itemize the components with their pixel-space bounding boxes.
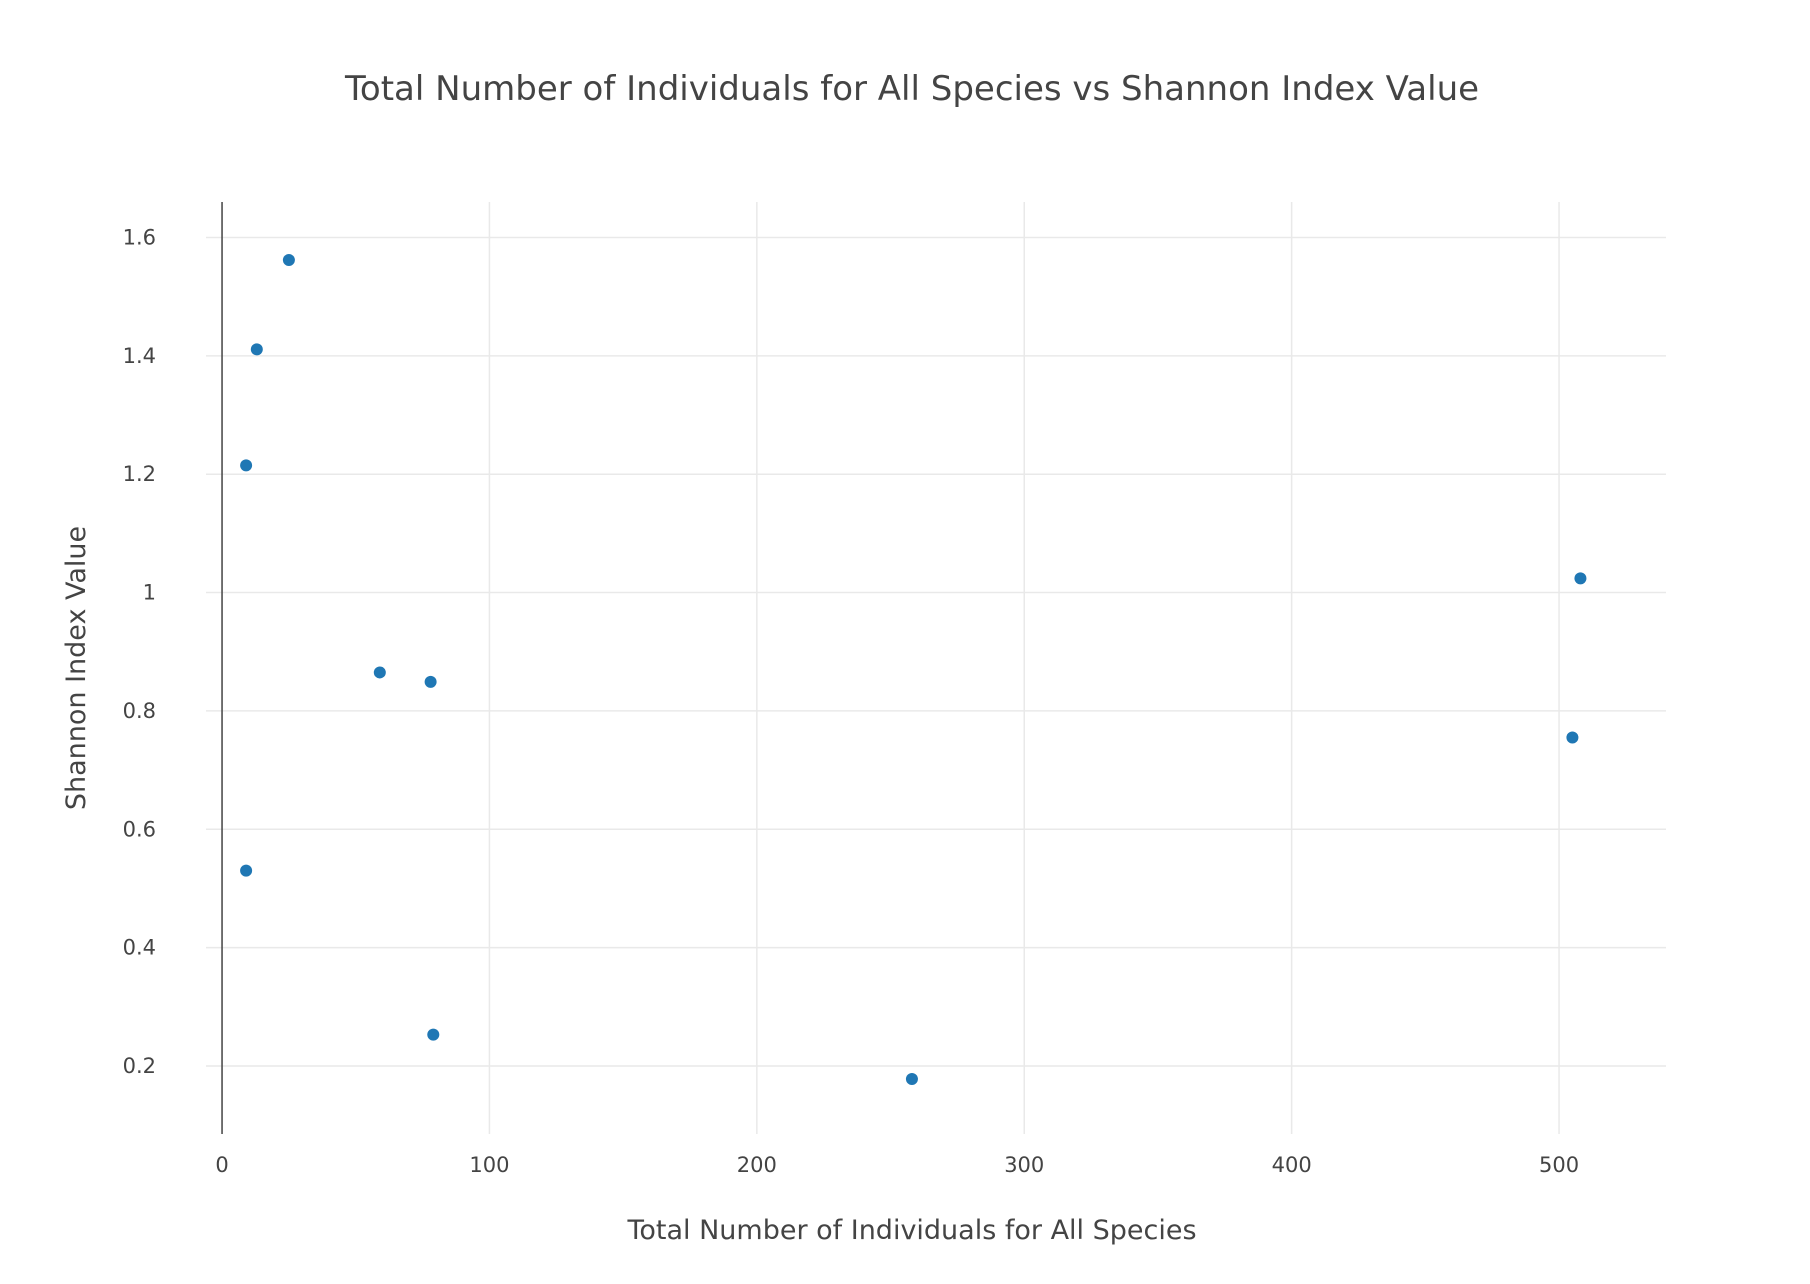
x-tick-label: 300 bbox=[1004, 1153, 1044, 1177]
y-tick-label: 0.2 bbox=[123, 1054, 156, 1078]
y-tick-label: 1.6 bbox=[123, 226, 156, 250]
y-tick-label: 1.4 bbox=[123, 344, 156, 368]
x-tick-label: 0 bbox=[215, 1153, 228, 1177]
y-tick-label: 0.8 bbox=[123, 699, 156, 723]
data-point bbox=[240, 459, 253, 472]
x-tick-label: 200 bbox=[737, 1153, 777, 1177]
data-point bbox=[427, 1028, 440, 1041]
x-tick-label: 400 bbox=[1272, 1153, 1312, 1177]
x-tick-label: 500 bbox=[1539, 1153, 1579, 1177]
y-axis-title: Shannon Index Value bbox=[61, 526, 92, 810]
data-point bbox=[240, 864, 253, 877]
data-points bbox=[240, 253, 1587, 1085]
grid-lines bbox=[206, 202, 1666, 1134]
data-point bbox=[1566, 731, 1579, 744]
data-point bbox=[373, 666, 386, 679]
chart-title: Total Number of Individuals for All Spec… bbox=[344, 69, 1479, 109]
x-tick-label: 100 bbox=[469, 1153, 509, 1177]
data-point bbox=[282, 253, 295, 266]
y-tick-label: 0.4 bbox=[123, 936, 156, 960]
y-tick-label: 1.2 bbox=[123, 462, 156, 486]
x-axis-title: Total Number of Individuals for All Spec… bbox=[626, 1215, 1196, 1246]
y-axis-ticks: 0.2 0.4 0.6 0.8 1 1.2 1.4 1.6 bbox=[123, 226, 156, 1078]
data-point bbox=[905, 1072, 918, 1085]
data-point bbox=[250, 343, 263, 356]
x-axis-ticks: 0 100 200 300 400 500 bbox=[215, 1153, 1579, 1177]
y-tick-label: 1 bbox=[143, 581, 156, 605]
data-point bbox=[1574, 572, 1587, 585]
data-point bbox=[424, 675, 437, 688]
y-tick-label: 0.6 bbox=[123, 817, 156, 841]
